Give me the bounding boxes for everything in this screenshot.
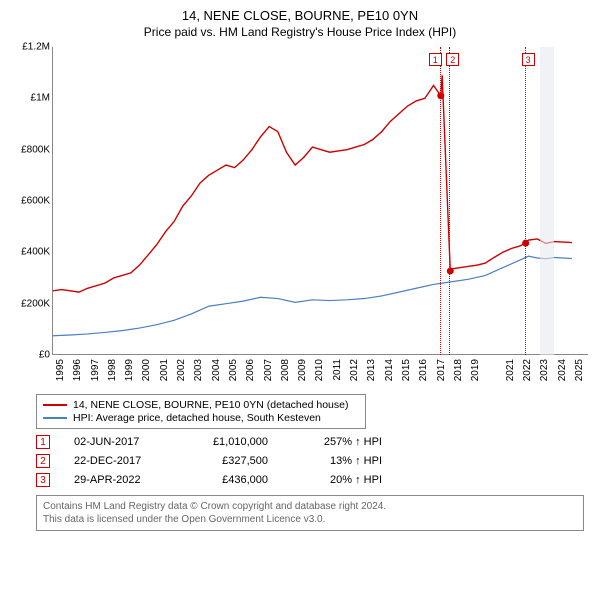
txn-date: 22-DEC-2017 xyxy=(74,455,164,467)
x-axis-label: 2018 xyxy=(453,359,464,381)
txn-price: £1,010,000 xyxy=(188,436,268,448)
y-axis-label: £0 xyxy=(39,350,50,361)
y-axis-label: £600K xyxy=(21,196,50,207)
x-axis-label: 1997 xyxy=(90,359,101,381)
chart-container: 14, NENE CLOSE, BOURNE, PE10 0YN Price p… xyxy=(0,0,600,590)
chart-marker: 1 xyxy=(429,53,442,66)
x-axis-label: 2000 xyxy=(141,359,152,381)
txn-price: £436,000 xyxy=(188,474,268,486)
x-axis-label: 2014 xyxy=(384,359,395,381)
x-axis-label: 2019 xyxy=(470,359,481,381)
txn-pct: 20% ↑ HPI xyxy=(292,474,382,486)
chart-marker: 2 xyxy=(446,53,459,66)
x-axis-label: 2003 xyxy=(193,359,204,381)
x-axis-label: 2006 xyxy=(245,359,256,381)
x-axis-label: 2021 xyxy=(505,359,516,381)
x-axis-label: 2023 xyxy=(539,359,550,381)
x-axis-label: 1998 xyxy=(107,359,118,381)
x-axis-label: 2015 xyxy=(401,359,412,381)
txn-marker: 1 xyxy=(36,435,50,449)
txn-pct: 257% ↑ HPI xyxy=(292,436,382,448)
x-axis-label: 2024 xyxy=(557,359,568,381)
attribution-line: Contains HM Land Registry data © Crown c… xyxy=(43,500,577,513)
legend-label: HPI: Average price, detached house, Sout… xyxy=(73,412,321,424)
x-axis-label: 2004 xyxy=(211,359,222,381)
legend-swatch xyxy=(43,417,67,419)
txn-price: £327,500 xyxy=(188,455,268,467)
x-axis-label: 2008 xyxy=(280,359,291,381)
y-axis-label: £200K xyxy=(21,298,50,309)
x-axis-label: 2010 xyxy=(314,359,325,381)
chart-marker: 3 xyxy=(522,53,535,66)
x-axis-label: 2005 xyxy=(228,359,239,381)
y-axis-label: £1M xyxy=(31,93,50,104)
x-axis-label: 2017 xyxy=(436,359,447,381)
x-axis-label: 2009 xyxy=(297,359,308,381)
txn-pct: 13% ↑ HPI xyxy=(292,455,382,467)
transaction-row: 3 29-APR-2022 £436,000 20% ↑ HPI xyxy=(36,473,576,487)
txn-date: 29-APR-2022 xyxy=(74,474,164,486)
legend-item: 14, NENE CLOSE, BOURNE, PE10 0YN (detach… xyxy=(43,399,359,411)
plot-region xyxy=(52,47,588,355)
chart-subtitle: Price paid vs. HM Land Registry's House … xyxy=(10,25,590,39)
legend-item: HPI: Average price, detached house, Sout… xyxy=(43,412,359,424)
transaction-table: 1 02-JUN-2017 £1,010,000 257% ↑ HPI 2 22… xyxy=(36,435,576,487)
x-axis-label: 1995 xyxy=(55,359,66,381)
x-axis-label: 1996 xyxy=(72,359,83,381)
legend-swatch xyxy=(43,404,67,406)
x-axis-label: 2001 xyxy=(159,359,170,381)
x-axis-label: 2012 xyxy=(349,359,360,381)
transaction-row: 2 22-DEC-2017 £327,500 13% ↑ HPI xyxy=(36,454,576,468)
chart-title: 14, NENE CLOSE, BOURNE, PE10 0YN xyxy=(10,8,590,23)
x-axis-label: 2011 xyxy=(332,359,343,381)
attribution-line: This data is licensed under the Open Gov… xyxy=(43,513,577,526)
attribution: Contains HM Land Registry data © Crown c… xyxy=(36,495,584,531)
x-axis-label: 2025 xyxy=(574,359,585,381)
legend-label: 14, NENE CLOSE, BOURNE, PE10 0YN (detach… xyxy=(73,399,348,411)
x-axis-label: 2013 xyxy=(366,359,377,381)
chart-area: £0 £200K £400K £600K £800K £1M £1.2M 1995 1996 19… xyxy=(10,45,590,390)
x-axis-label: 1999 xyxy=(124,359,135,381)
y-axis-label: £1.2M xyxy=(22,42,50,53)
txn-marker: 2 xyxy=(36,454,50,468)
x-axis-label: 2002 xyxy=(176,359,187,381)
txn-marker: 3 xyxy=(36,473,50,487)
x-axis-label: 2016 xyxy=(418,359,429,381)
x-axis-label: 2007 xyxy=(263,359,274,381)
y-axis-label: £400K xyxy=(21,247,50,258)
legend: 14, NENE CLOSE, BOURNE, PE10 0YN (detach… xyxy=(36,394,366,429)
plot-svg xyxy=(53,47,589,355)
y-axis-label: £800K xyxy=(21,144,50,155)
txn-date: 02-JUN-2017 xyxy=(74,436,164,448)
x-axis-label: 2022 xyxy=(522,359,533,381)
transaction-row: 1 02-JUN-2017 £1,010,000 257% ↑ HPI xyxy=(36,435,576,449)
